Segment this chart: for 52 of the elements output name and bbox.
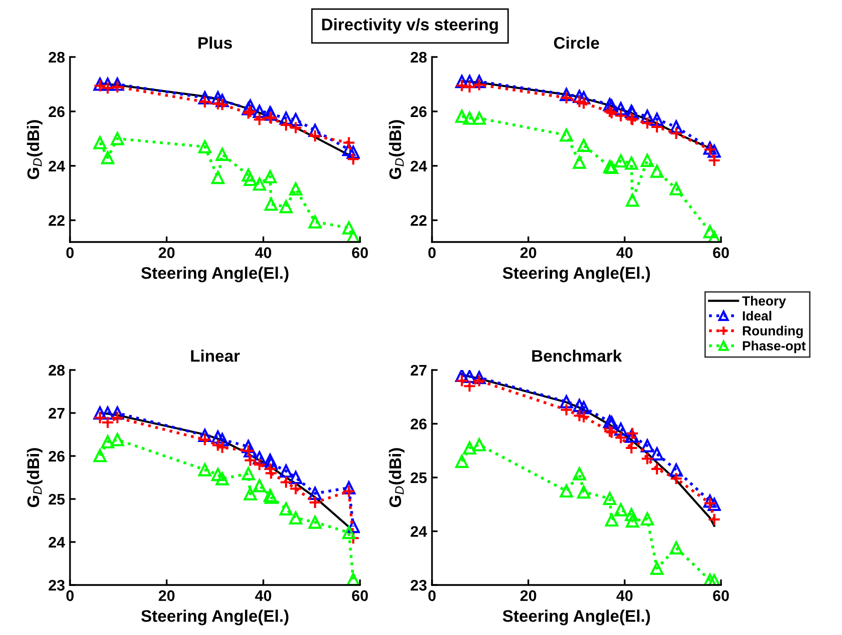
y-tick-label: 22 <box>410 215 427 226</box>
x-tick-label: 40 <box>255 590 272 602</box>
x-tick-label: 0 <box>66 247 74 258</box>
y-tick-label: 25 <box>410 472 427 484</box>
y-tick-label: 26 <box>48 450 65 462</box>
y-tick-label: 24 <box>410 160 428 172</box>
y-tick-label: 23 <box>410 580 427 591</box>
y-tick-label: 28 <box>48 364 65 376</box>
x-tick-label: 0 <box>428 590 436 602</box>
x-tick-label: 40 <box>616 590 633 602</box>
y-tick-label: 24 <box>48 536 66 548</box>
text: Directivity v/s steering <box>322 18 498 34</box>
y-tick-label: 26 <box>48 106 65 118</box>
y-tick-label: 22 <box>48 215 65 226</box>
y-axis-title: G$_{D}$(dBi) <box>26 448 42 508</box>
x-tick-label: 40 <box>616 247 633 258</box>
x-tick-label: 20 <box>158 590 175 602</box>
y-tick-label: 28 <box>48 52 65 63</box>
y-tick-label: 28 <box>410 52 427 63</box>
x-axis-title: Steering Angle(El.) <box>141 610 288 626</box>
y-axis-title: G$_{D}$(dBi) <box>26 120 42 180</box>
x-tick-label: 40 <box>255 247 272 258</box>
chart-title: Plus <box>198 36 232 49</box>
chart-title: Linear <box>191 350 240 362</box>
y-tick-label: 23 <box>48 580 65 591</box>
x-tick-label: 20 <box>520 247 536 258</box>
y-tick-label: 26 <box>410 106 427 118</box>
legend-label: Rounding <box>742 326 803 338</box>
legend-label: Theory <box>742 296 786 308</box>
x-tick-label: 60 <box>352 590 368 602</box>
y-tick-label: 25 <box>48 494 65 505</box>
x-tick-label: 60 <box>713 247 729 258</box>
x-tick-label: 60 <box>352 247 368 258</box>
legend-label: Ideal <box>742 310 772 321</box>
y-tick-label: 27 <box>48 408 64 419</box>
x-axis-title: Steering Angle(El.) <box>141 266 288 282</box>
x-axis-title: Steering Angle(El.) <box>502 610 650 626</box>
x-tick-label: 0 <box>428 247 436 258</box>
legend-label: Phase-opt <box>742 340 806 354</box>
x-tick-label: 60 <box>713 590 729 602</box>
chart-title: Benchmark <box>532 350 622 362</box>
x-tick-label: 0 <box>66 590 74 602</box>
y-axis-title: G$_{D}$(dBi) <box>388 448 404 508</box>
x-tick-label: 20 <box>520 590 536 602</box>
y-tick-label: 24 <box>410 526 428 537</box>
chart-title: Circle <box>554 36 600 49</box>
y-tick-label: 27 <box>410 364 426 376</box>
y-tick-label: 26 <box>410 418 427 430</box>
y-tick-label: 24 <box>48 160 66 172</box>
y-axis-title: G$_{D}$(dBi) <box>388 120 404 180</box>
x-tick-label: 20 <box>158 247 175 258</box>
x-axis-title: Steering Angle(El.) <box>502 266 650 282</box>
